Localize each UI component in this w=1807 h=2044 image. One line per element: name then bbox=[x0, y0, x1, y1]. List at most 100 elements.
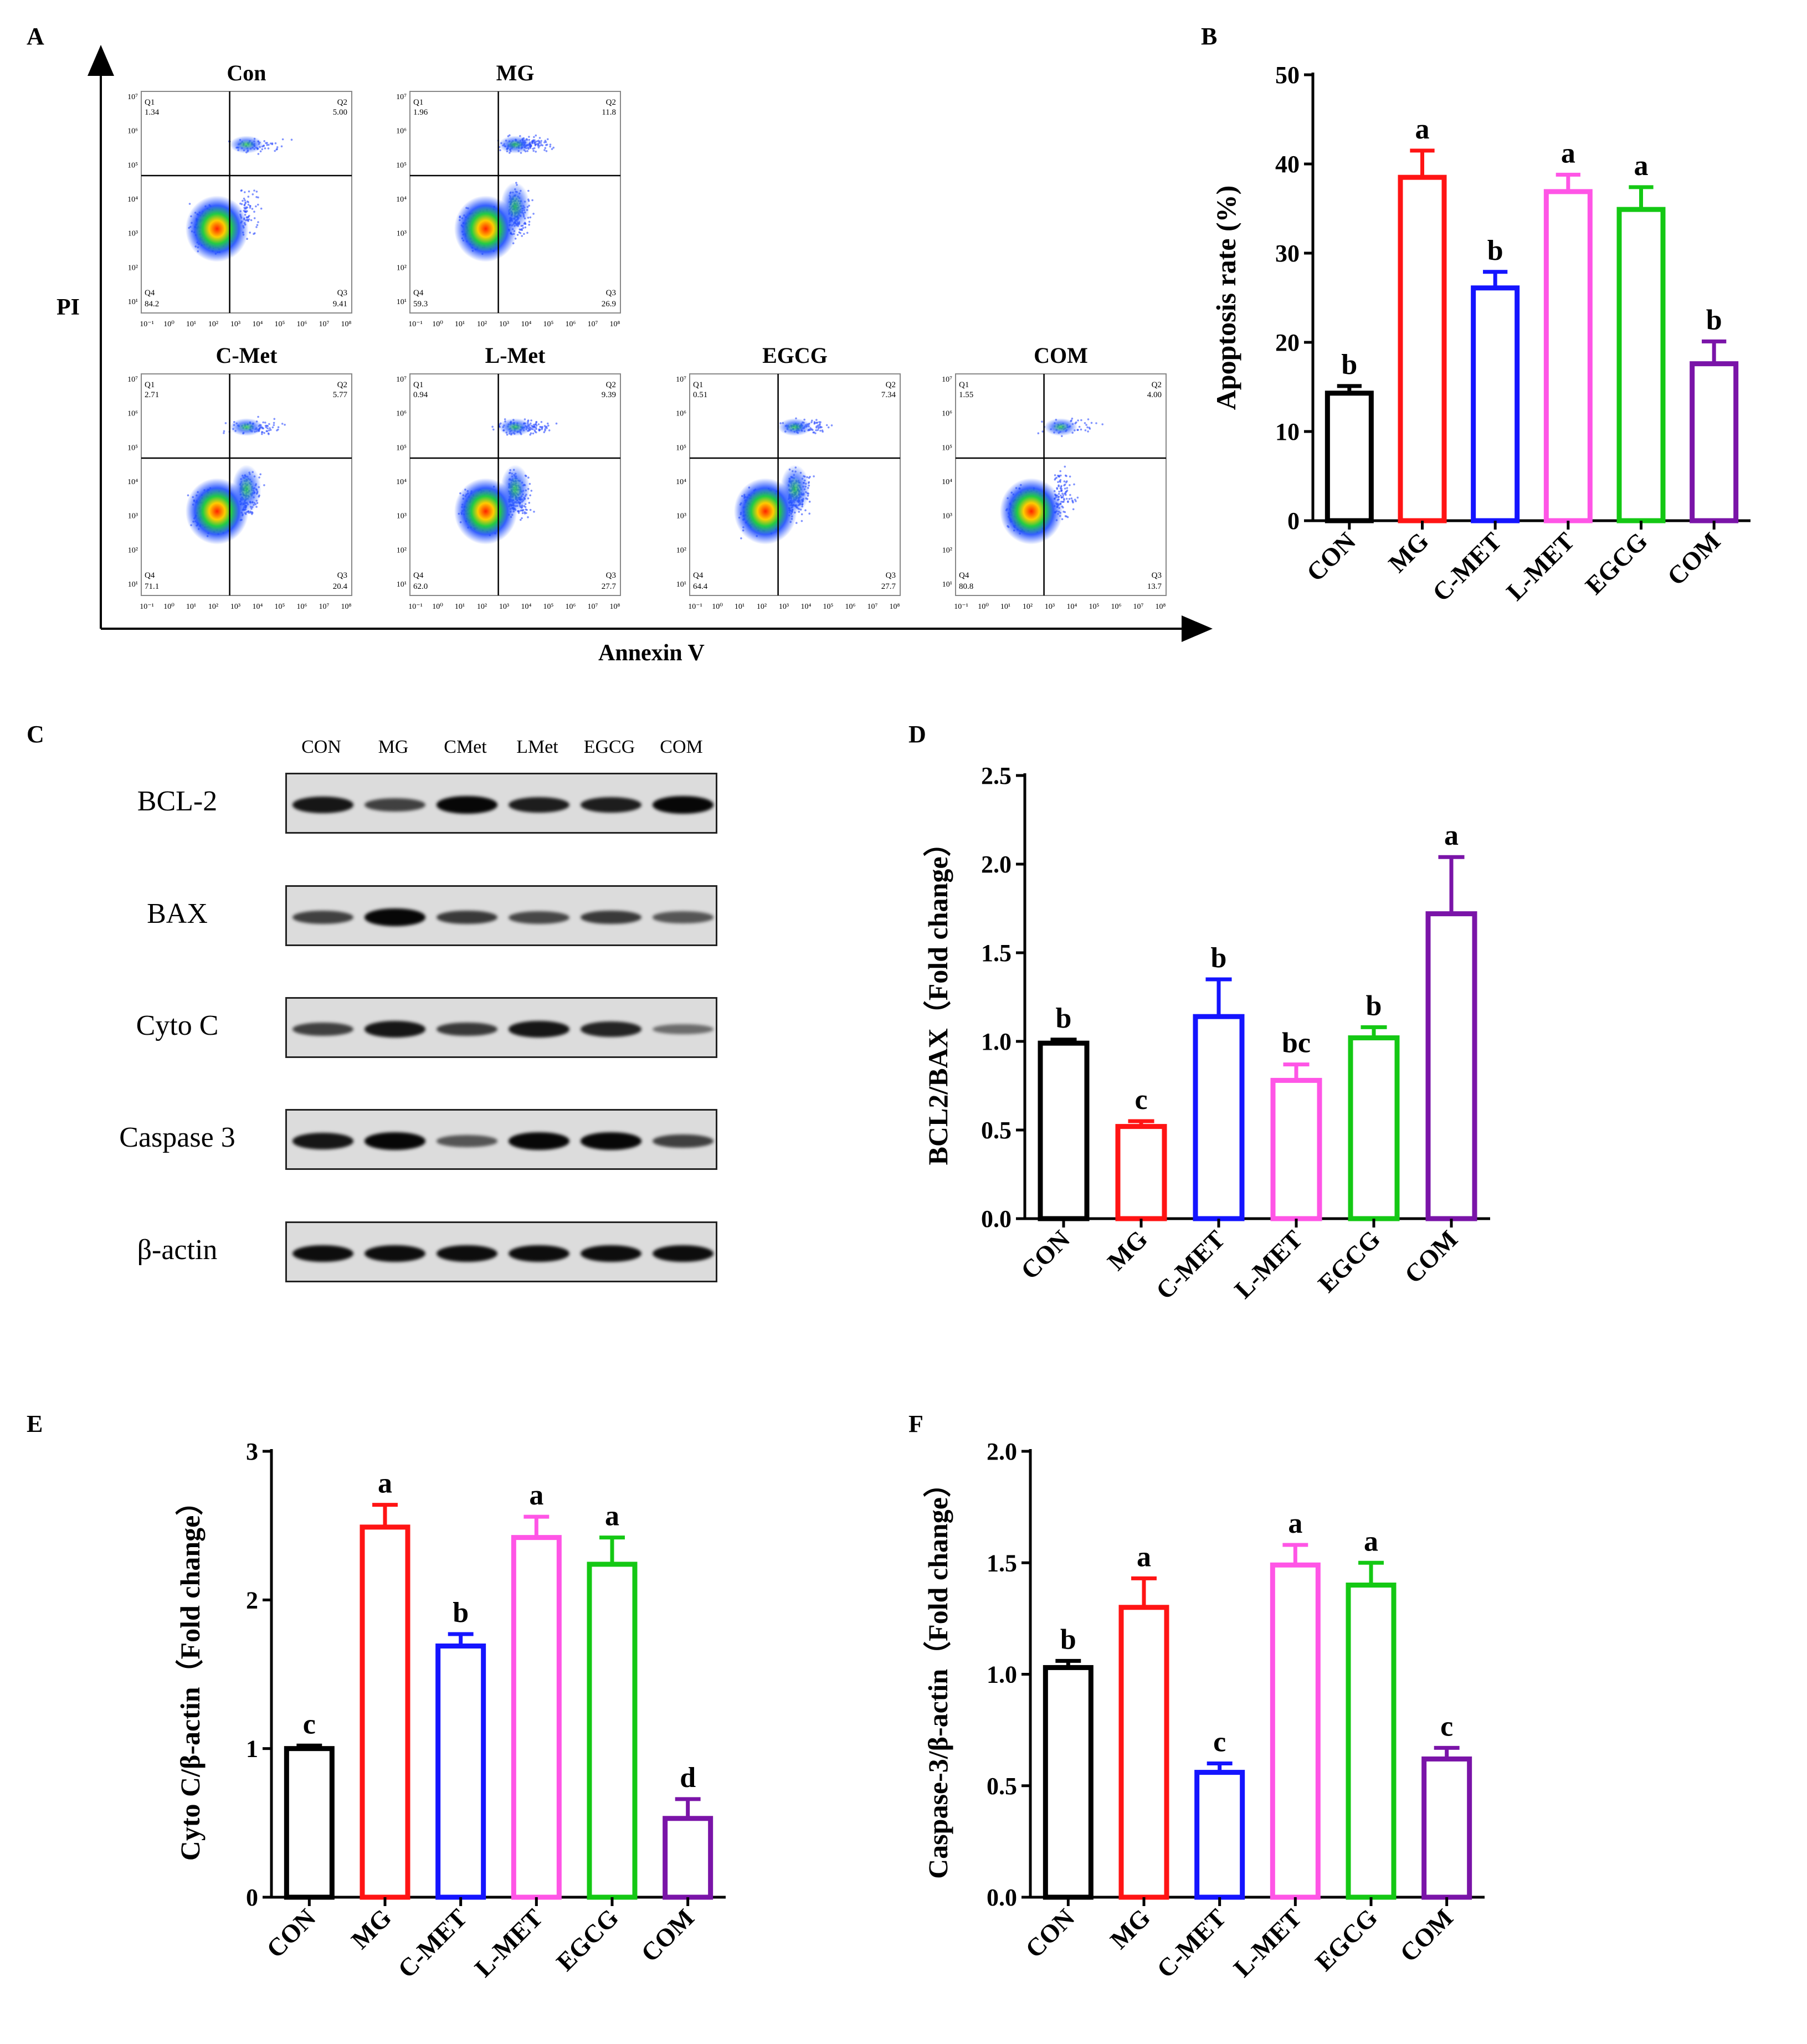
x-tick-label: CON bbox=[1020, 1903, 1080, 1963]
quadrant-q1-value: 2.71 bbox=[145, 391, 159, 399]
flow-x-tick: 10⁸ bbox=[890, 603, 900, 611]
blot-band bbox=[437, 1022, 497, 1036]
y-tick-label: 2.0 bbox=[981, 851, 1012, 878]
significance-letter: c bbox=[1134, 1084, 1147, 1116]
blot-band bbox=[437, 910, 497, 925]
flow-y-tick: 10⁵ bbox=[396, 444, 407, 452]
x-tick-label: EGCG bbox=[1312, 1225, 1385, 1298]
flow-y-tick: 10⁵ bbox=[676, 444, 686, 452]
bar bbox=[435, 1644, 486, 1900]
flow-x-tick: 10¹ bbox=[455, 320, 465, 328]
flow-x-tick: 10³ bbox=[499, 320, 509, 328]
y-tick-label: 0.5 bbox=[987, 1773, 1017, 1800]
blot-band bbox=[292, 1133, 353, 1149]
significance-letter: b bbox=[1706, 304, 1722, 336]
bar bbox=[1543, 189, 1593, 523]
flow-x-tick: 10⁶ bbox=[297, 603, 307, 611]
y-tick-label: 2.5 bbox=[981, 762, 1012, 789]
blot-band bbox=[653, 1024, 713, 1035]
bar bbox=[1348, 1035, 1400, 1221]
panel-letter-e: E bbox=[27, 1410, 43, 1437]
blot-membrane bbox=[285, 773, 717, 834]
flow-x-tick: 10⁻¹ bbox=[140, 603, 154, 611]
flow-x-tick: 10⁷ bbox=[867, 603, 878, 611]
bar bbox=[1425, 911, 1477, 1221]
y-tick-label: 1.0 bbox=[981, 1028, 1012, 1055]
blot-label: β-actin bbox=[137, 1234, 218, 1266]
flow-plot-frame bbox=[141, 91, 352, 314]
quadrant-q3-label: Q3 bbox=[606, 289, 616, 297]
quadrant-q1-value: 1.96 bbox=[413, 108, 428, 117]
y-tick-label: 50 bbox=[1275, 61, 1300, 89]
flow-x-tick: 10¹ bbox=[1000, 603, 1010, 611]
flow-x-tick: 10⁴ bbox=[801, 603, 812, 611]
quadrant-q4-value: 59.3 bbox=[413, 300, 428, 309]
flow-y-tick: 10³ bbox=[397, 230, 407, 238]
bar bbox=[284, 1746, 335, 1900]
blot-band bbox=[437, 796, 497, 814]
quadrant-q2-label: Q2 bbox=[337, 381, 347, 389]
bar bbox=[1616, 207, 1666, 523]
blot-band bbox=[292, 1245, 353, 1262]
flow-x-tick: 10⁰ bbox=[432, 603, 443, 611]
flow-y-tick: 10³ bbox=[676, 512, 686, 521]
x-tick-label: MG bbox=[346, 1903, 397, 1954]
flow-y-tick: 10³ bbox=[942, 512, 952, 521]
x-tick-label: L-MET bbox=[1229, 1225, 1308, 1304]
quadrant-q2-label: Q2 bbox=[1152, 381, 1162, 389]
bar bbox=[1118, 1605, 1169, 1900]
flow-x-tick: 10³ bbox=[1045, 603, 1055, 611]
panel-letter-f: F bbox=[908, 1410, 923, 1437]
bar bbox=[1194, 1770, 1245, 1900]
flow-cytometry-panel: PI Annexin V ConQ11.34Q25.00Q484.2Q39.41… bbox=[57, 45, 1213, 666]
x-tick-label: L-MET bbox=[1501, 527, 1580, 606]
quadrant-q3-label: Q3 bbox=[337, 289, 347, 297]
bar bbox=[1346, 1583, 1397, 1900]
quadrant-q4-value: 84.2 bbox=[145, 300, 159, 309]
flow-y-tick: 10² bbox=[397, 546, 407, 554]
flow-x-tick: 10⁶ bbox=[566, 320, 576, 328]
flow-plot: COM Q1 1.55 Q2 4.00 Q4 80.8 Q3 13.7 10⁻¹ 10⁰ 10¹ 10²… bbox=[942, 343, 1167, 611]
bar bbox=[1043, 1665, 1094, 1900]
annexin-axis-label: Annexin V bbox=[598, 640, 705, 666]
blot-band bbox=[653, 1134, 713, 1148]
flow-x-tick: 10⁶ bbox=[297, 320, 307, 328]
y-tick-label: 2.0 bbox=[987, 1438, 1017, 1465]
quadrant-q4-value: 71.1 bbox=[145, 582, 159, 591]
x-tick-label: COM bbox=[635, 1903, 700, 1968]
flow-x-tick: 10⁵ bbox=[275, 603, 285, 611]
y-tick-label: 10 bbox=[1275, 418, 1300, 445]
flow-x-tick: 10² bbox=[477, 320, 487, 328]
quadrant-q1-value: 0.94 bbox=[413, 391, 428, 399]
y-tick-label: 0 bbox=[1287, 507, 1300, 535]
flow-x-tick: 10² bbox=[208, 320, 218, 328]
y-axis-label: BCL2/BAX（Fold change） bbox=[922, 829, 953, 1165]
flow-x-tick: 10¹ bbox=[455, 603, 465, 611]
significance-letter: b bbox=[453, 1597, 469, 1629]
flow-plot-title: MG bbox=[496, 60, 535, 85]
blot-band bbox=[292, 797, 353, 813]
blot-membrane bbox=[285, 1109, 717, 1170]
blot-band bbox=[509, 1132, 569, 1150]
y-tick-label: 1.5 bbox=[987, 1549, 1017, 1576]
y-tick-label: 0.0 bbox=[981, 1205, 1012, 1232]
flow-x-tick: 10² bbox=[757, 603, 767, 611]
flow-x-tick: 10¹ bbox=[186, 603, 196, 611]
flow-x-tick: 10⁸ bbox=[610, 320, 620, 328]
chart-cytoc: 0 1 2 3 Cyto C/β-actin（Fold change） c CON a MG b C… bbox=[174, 1438, 726, 1983]
blot-band bbox=[509, 1245, 569, 1262]
blot-band bbox=[653, 796, 713, 814]
flow-x-tick: 10² bbox=[1023, 603, 1033, 611]
x-tick-label: CON bbox=[1015, 1225, 1075, 1285]
flow-x-tick: 10² bbox=[208, 603, 218, 611]
bar bbox=[1193, 1014, 1245, 1221]
flow-x-tick: 10⁸ bbox=[341, 603, 352, 611]
panel-letter-a: A bbox=[27, 23, 44, 50]
blot-band bbox=[581, 910, 641, 925]
lane-label: EGCG bbox=[583, 737, 635, 757]
flow-x-tick: 10³ bbox=[230, 603, 240, 611]
flow-y-tick: 10⁵ bbox=[127, 444, 138, 452]
blot-band bbox=[581, 1021, 641, 1037]
pi-axis-label: PI bbox=[57, 295, 80, 320]
y-axis-label: Cyto C/β-actin（Fold change） bbox=[174, 1488, 206, 1861]
